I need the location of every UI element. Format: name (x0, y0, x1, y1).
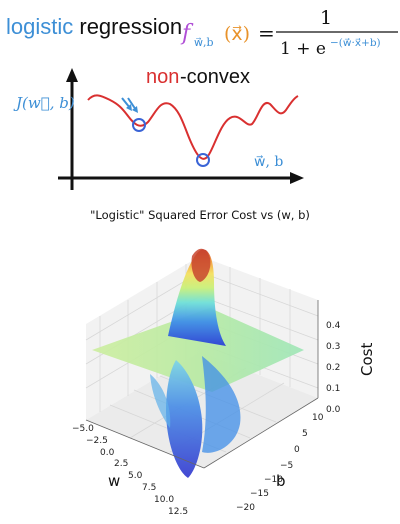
cost-tick: 0.4 (326, 321, 341, 331)
label-convex: -convex (180, 66, 250, 88)
step-arrowhead-1 (126, 104, 132, 111)
header-title: logistic regression (6, 14, 182, 40)
surface-peak-top (191, 248, 211, 282)
w-tick: 0.0 (100, 448, 115, 458)
x-axis-arrow (290, 172, 304, 184)
cost-tick: 0.1 (326, 384, 340, 394)
label-non: non (146, 66, 179, 88)
formula-arg: (x⃗) (224, 23, 250, 45)
w-tick: −2.5 (86, 436, 108, 446)
local-min-marker (132, 118, 146, 132)
b-axis-label: b (276, 472, 286, 490)
y-axis-label: J(w⃗, b) (13, 94, 75, 112)
cost-tick: 0.3 (326, 342, 340, 352)
w-axis-line (85, 419, 205, 469)
surface-peak (168, 249, 226, 346)
cost-surface-plot: −5.0 −2.5 0.0 2.5 5.0 7.5 10.0 12.5 w 10… (72, 248, 376, 517)
w-tick: 2.5 (114, 459, 128, 469)
surface-plateau (92, 308, 304, 392)
b-tick: −15 (250, 489, 269, 499)
formula-denominator: 1 + e (280, 39, 326, 59)
b-tick: −20 (236, 503, 255, 513)
floor-pane (86, 352, 318, 468)
w-tick: 7.5 (142, 483, 156, 493)
keyword-logistic: logistic (6, 14, 74, 39)
surface-valley-left (150, 374, 171, 428)
cost-axis-label: Cost (358, 343, 376, 376)
b-tick: 5 (302, 429, 308, 439)
b-axis-line (203, 397, 319, 469)
formula-exponent: −(w⃗·x⃗+b) (330, 37, 381, 49)
w-tick: 5.0 (128, 471, 143, 481)
b-tick: −10 (264, 475, 283, 485)
w-axis-label: w (108, 472, 120, 490)
formula-numerator: 1 (320, 7, 332, 29)
w-tick: −5.0 (72, 424, 94, 434)
step-arrowhead-2 (132, 106, 138, 113)
b-tick: 10 (312, 413, 324, 423)
b-tick: −5 (280, 461, 293, 471)
x-axis-label: w⃗, b (254, 154, 283, 170)
cost-tick: 0.2 (326, 363, 340, 373)
global-min-marker (196, 153, 210, 167)
formula-f: f (180, 21, 194, 46)
cost-curve (87, 94, 299, 160)
y-axis-arrow (66, 68, 78, 82)
b-tick: 0 (294, 445, 300, 455)
surface-valley (166, 360, 203, 478)
sigmoid-formula: f w⃗,b (x⃗) = 1 1 + e −(w⃗·x⃗+b) (180, 7, 398, 59)
cost-tick: 0.0 (326, 405, 341, 415)
w-tick: 12.5 (168, 507, 188, 517)
formula-subscript: w⃗,b (194, 36, 214, 49)
surface-valley-right (202, 356, 241, 453)
nonconvex-sketch: non -convex J(w⃗, b) w⃗, b (13, 66, 304, 190)
formula-equals: = (258, 21, 275, 45)
w-tick: 10.0 (154, 495, 174, 505)
keyword-regression: regression (79, 14, 183, 39)
surface-plot-title: "Logistic" Squared Error Cost vs (w, b) (90, 208, 310, 222)
